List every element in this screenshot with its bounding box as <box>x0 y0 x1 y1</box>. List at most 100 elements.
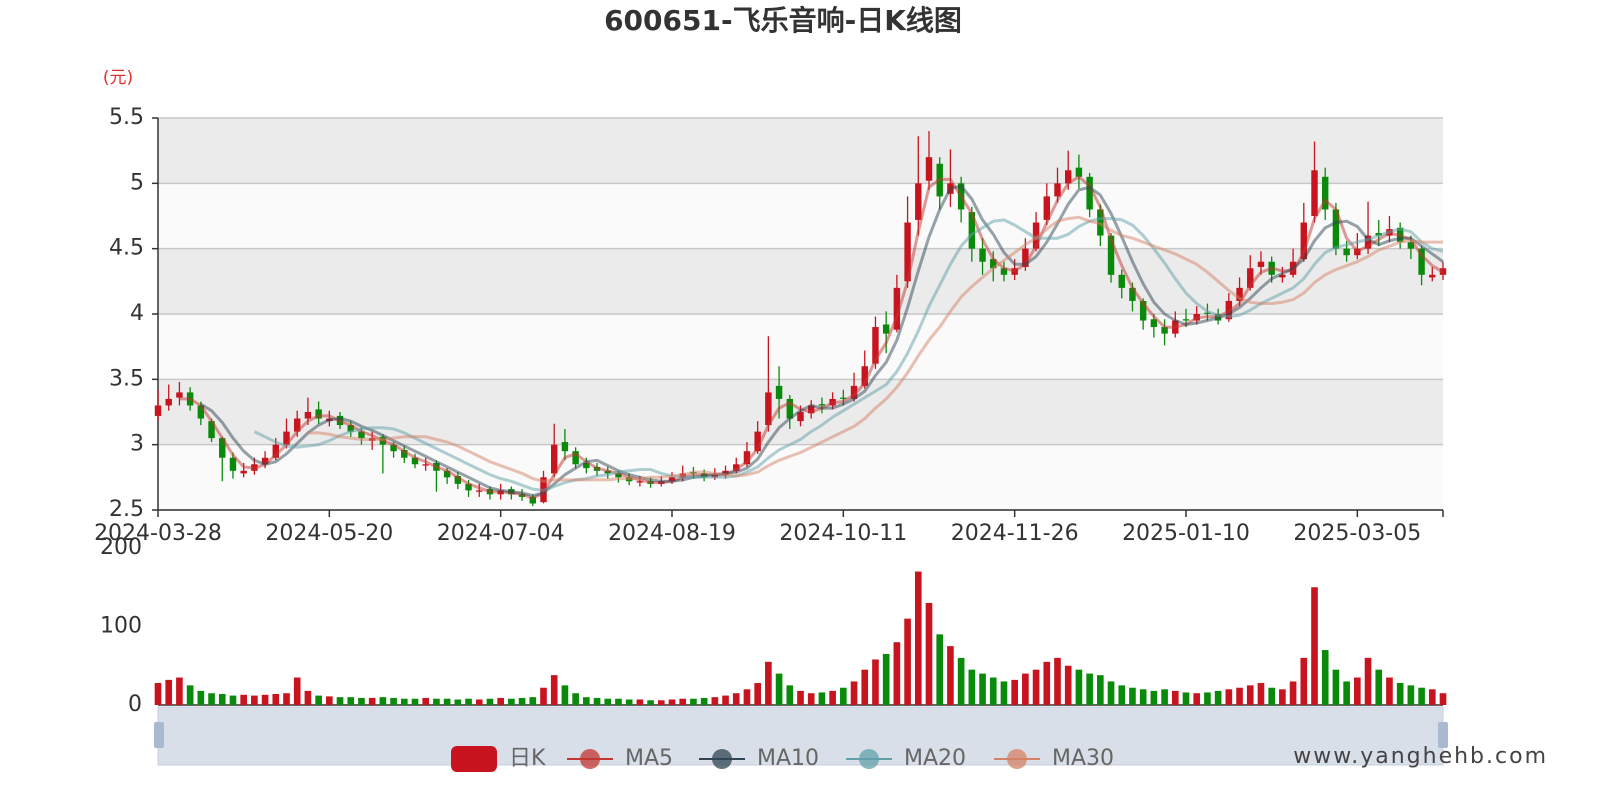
ma-line <box>179 175 1444 500</box>
volume-bar <box>1171 690 1179 705</box>
volume-bar <box>593 697 601 705</box>
volume-bar <box>1428 689 1436 705</box>
volume-bar <box>208 693 215 705</box>
volume-bar <box>1182 692 1190 705</box>
candle-body <box>347 425 354 432</box>
volume-bar <box>904 618 911 705</box>
candle-body <box>797 412 804 422</box>
zoom-track[interactable] <box>157 706 1444 766</box>
volume-bar <box>1300 657 1308 705</box>
candle-body <box>304 412 312 419</box>
volume-bar <box>690 698 697 705</box>
legend-label[interactable]: 日K <box>509 746 546 771</box>
volume-bar <box>1193 693 1201 705</box>
y-tick-label: 100 <box>100 614 142 639</box>
volume-bar <box>186 685 194 705</box>
volume-bar <box>272 694 280 705</box>
volume-bar <box>465 698 472 705</box>
candle-body <box>476 490 483 492</box>
ma-line <box>253 217 1444 492</box>
volume-bar <box>368 697 376 705</box>
candle-body <box>561 442 569 452</box>
candle-body <box>1107 235 1115 275</box>
split-area <box>158 183 1443 249</box>
volume-bar <box>968 669 976 705</box>
legend-icon[interactable] <box>1007 749 1027 769</box>
zoom-handle[interactable] <box>1438 722 1448 748</box>
candle-body <box>882 324 890 334</box>
y-tick-label: 5.5 <box>109 105 144 130</box>
split-area <box>158 314 1443 380</box>
volume-bar <box>411 698 419 705</box>
candle-body <box>1300 222 1308 260</box>
candle-body <box>1032 222 1040 249</box>
candle-body <box>1182 319 1190 321</box>
legend-icon[interactable] <box>451 746 497 772</box>
candle-body <box>668 477 676 482</box>
data-zoom[interactable] <box>154 706 1448 766</box>
volume-bar <box>336 697 344 705</box>
candle-body <box>818 404 826 406</box>
volume-bar <box>550 675 558 705</box>
candle-body <box>765 392 772 426</box>
volume-bar <box>572 693 579 705</box>
x-tick-label: 2024-11-26 <box>951 521 1079 546</box>
legend-label[interactable]: MA20 <box>904 746 966 771</box>
volume-bar <box>518 697 526 705</box>
candle-body <box>807 405 815 414</box>
volume-bar <box>872 659 879 705</box>
candle-body <box>1407 242 1415 249</box>
candle-body <box>293 418 301 432</box>
legend-icon[interactable] <box>859 749 879 769</box>
volume-bar <box>1375 669 1383 705</box>
volume-bar <box>1022 673 1029 705</box>
volume-bar <box>390 697 397 705</box>
volume-bar <box>1204 692 1211 705</box>
legend-label[interactable]: MA10 <box>757 746 819 771</box>
candle-body <box>1161 327 1168 334</box>
candle-body <box>1043 196 1051 220</box>
candle-body <box>240 470 247 474</box>
x-tick-label: 2024-03-28 <box>94 521 222 546</box>
legend-icon[interactable] <box>580 749 600 769</box>
candle-body <box>261 457 269 465</box>
candle-body <box>208 421 215 439</box>
volume-bar <box>1097 675 1104 705</box>
volume-bar <box>1118 685 1126 705</box>
volume-bar <box>818 692 826 705</box>
y-tick-label: 0 <box>128 692 142 717</box>
volume-bar <box>165 679 173 705</box>
candle-body <box>1364 235 1372 249</box>
y-tick-label: 3 <box>130 432 144 457</box>
volume-bar <box>1054 657 1061 705</box>
candle-body <box>861 366 868 386</box>
volume-bar <box>1043 661 1051 705</box>
volume-bar <box>251 695 258 705</box>
volume-bar <box>1246 685 1254 705</box>
volume-bar <box>240 694 247 705</box>
volume-bar <box>957 657 965 705</box>
volume-bar <box>1129 687 1136 705</box>
volume-bar <box>1257 683 1265 705</box>
volume-bar <box>893 642 901 705</box>
zoom-handle[interactable] <box>154 722 164 748</box>
volume-bar <box>754 683 761 705</box>
candle-body <box>893 287 901 330</box>
volume-bar <box>1011 679 1018 705</box>
volume-bar <box>914 571 922 705</box>
volume-bar <box>615 698 622 705</box>
volume-bar <box>765 661 772 705</box>
volume-bar <box>1000 681 1008 705</box>
legend-label[interactable]: MA5 <box>625 746 673 771</box>
watermark: www.yanghehb.com <box>1293 744 1548 769</box>
candle-body <box>1247 268 1254 288</box>
candle-body <box>1022 248 1029 267</box>
candle-body <box>1000 268 1008 275</box>
candle-body <box>1343 248 1350 256</box>
candle-body <box>1257 261 1265 267</box>
volume-bar <box>218 694 226 705</box>
legend-icon[interactable] <box>712 749 732 769</box>
candle-body <box>904 222 911 282</box>
volume-bar <box>1407 685 1415 705</box>
legend-label[interactable]: MA30 <box>1052 746 1114 771</box>
